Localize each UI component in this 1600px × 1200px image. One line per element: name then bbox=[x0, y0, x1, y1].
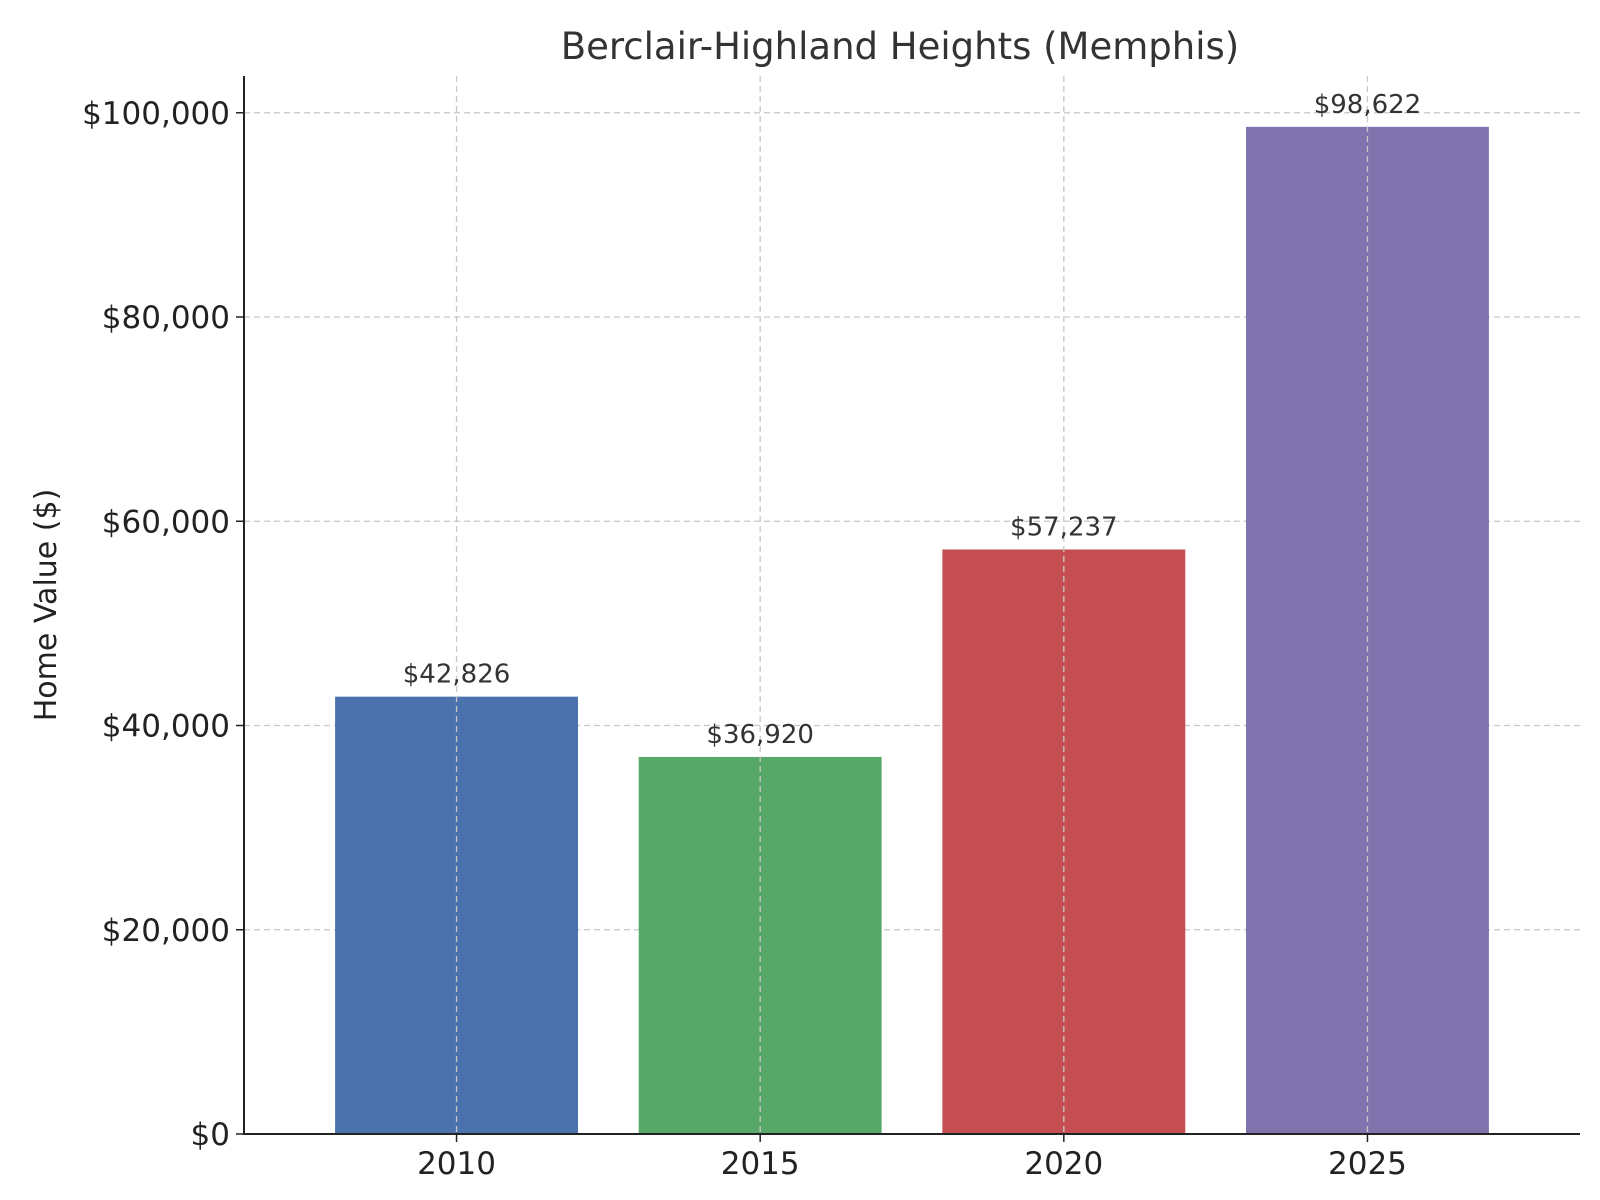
data-label-2015: $36,920 bbox=[706, 720, 814, 750]
y-tick-label: $40,000 bbox=[102, 709, 230, 745]
y-tick-label: $0 bbox=[191, 1117, 230, 1153]
y-tick-label: $80,000 bbox=[102, 300, 230, 336]
y-tick-label: $100,000 bbox=[82, 96, 230, 132]
x-tick-label: 2025 bbox=[1328, 1146, 1407, 1182]
chart-title: Berclair-Highland Heights (Memphis) bbox=[561, 25, 1239, 68]
x-tick-label: 2020 bbox=[1024, 1146, 1103, 1182]
axes bbox=[243, 76, 1580, 1135]
x-tick-label: 2015 bbox=[721, 1146, 800, 1182]
x-tick-label: 2010 bbox=[417, 1146, 496, 1182]
data-labels: $42,826 $36,920 $57,237 $98,622 bbox=[403, 90, 1421, 750]
bars bbox=[335, 126, 1489, 1135]
data-label-2025: $98,622 bbox=[1314, 90, 1422, 120]
y-tick-label: $60,000 bbox=[102, 504, 230, 540]
vertical-grid-lines bbox=[455, 76, 1369, 1134]
axis-ticks: $0 $20,000 $40,000 $60,000 $80,000 $100,000 20… bbox=[82, 96, 1407, 1182]
y-axis-label: Home Value ($) bbox=[29, 489, 64, 722]
data-label-2010: $42,826 bbox=[403, 660, 511, 690]
y-tick-label: $20,000 bbox=[102, 913, 230, 949]
data-label-2020: $57,237 bbox=[1010, 512, 1118, 542]
